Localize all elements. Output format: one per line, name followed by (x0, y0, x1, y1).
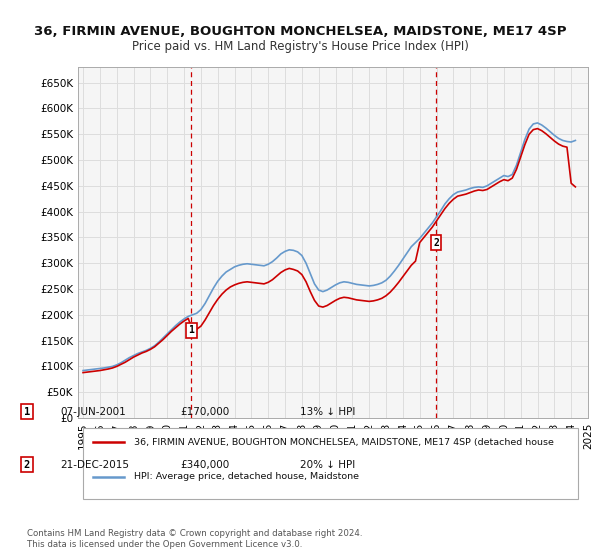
Text: 36, FIRMIN AVENUE, BOUGHTON MONCHELSEA, MAIDSTONE, ME17 4SP (detached house: 36, FIRMIN AVENUE, BOUGHTON MONCHELSEA, … (134, 438, 554, 447)
Text: 13% ↓ HPI: 13% ↓ HPI (300, 407, 355, 417)
FancyBboxPatch shape (83, 428, 578, 500)
Text: 21-DEC-2015: 21-DEC-2015 (60, 460, 129, 470)
Text: 2: 2 (433, 237, 439, 248)
Text: 07-JUN-2001: 07-JUN-2001 (60, 407, 126, 417)
Text: 2: 2 (24, 460, 30, 470)
Text: 1: 1 (188, 325, 194, 335)
Text: 36, FIRMIN AVENUE, BOUGHTON MONCHELSEA, MAIDSTONE, ME17 4SP: 36, FIRMIN AVENUE, BOUGHTON MONCHELSEA, … (34, 25, 566, 38)
Text: Price paid vs. HM Land Registry's House Price Index (HPI): Price paid vs. HM Land Registry's House … (131, 40, 469, 53)
Text: 1: 1 (24, 407, 30, 417)
Text: £170,000: £170,000 (180, 407, 229, 417)
Text: £340,000: £340,000 (180, 460, 229, 470)
Text: HPI: Average price, detached house, Maidstone: HPI: Average price, detached house, Maid… (134, 473, 359, 482)
Text: Contains HM Land Registry data © Crown copyright and database right 2024.
This d: Contains HM Land Registry data © Crown c… (27, 529, 362, 549)
Text: 20% ↓ HPI: 20% ↓ HPI (300, 460, 355, 470)
